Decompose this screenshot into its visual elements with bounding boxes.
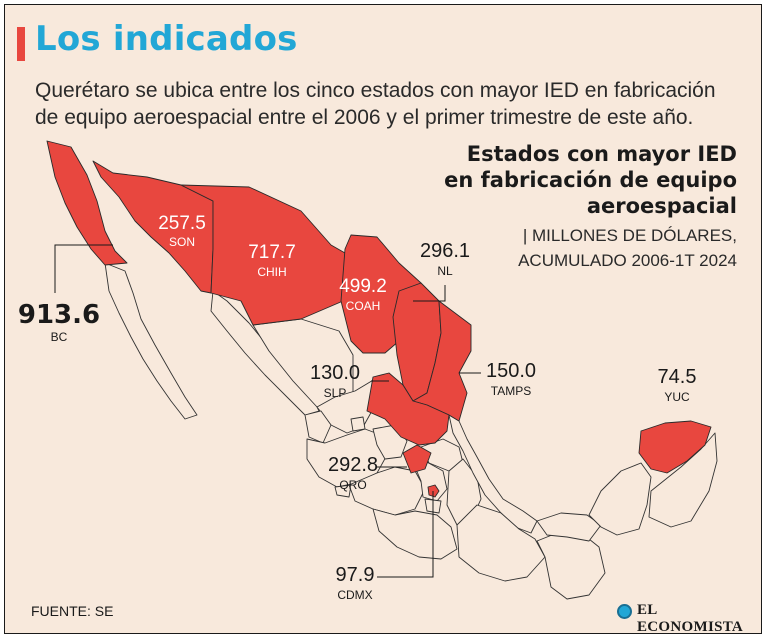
- leader-nl: [413, 285, 446, 302]
- other-states: [104, 262, 718, 600]
- label-cdmx-value: 97.9: [336, 564, 375, 586]
- leader-cdmx: [377, 491, 434, 578]
- label-cdmx-code: CDMX: [337, 588, 372, 602]
- publisher-logo: EL ECONOMISTA: [637, 602, 744, 634]
- state-campeche: [588, 462, 652, 536]
- label-qro-code: QRO: [339, 478, 366, 492]
- state-michoacan: [348, 466, 426, 516]
- state-aguascalientes: [350, 416, 366, 432]
- state-bcs: [104, 262, 198, 420]
- source-note: FUENTE: SE: [31, 603, 114, 619]
- state-colima: [334, 484, 352, 498]
- label-nl-code: NL: [437, 264, 453, 278]
- state-qro: [402, 444, 432, 474]
- state-chih: [180, 184, 346, 326]
- state-veracruz: [448, 414, 538, 534]
- label-tamps-value: 150.0: [486, 360, 536, 382]
- label-yuc-value: 74.5: [658, 366, 697, 388]
- leader-bc: [54, 244, 113, 293]
- label-son-value: 257.5: [158, 213, 206, 234]
- label-nl-value: 296.1: [420, 240, 470, 262]
- label-qro-value: 292.8: [328, 454, 378, 476]
- chart-title: Estados con mayor IED en fabricación de …: [444, 142, 737, 218]
- state-yuc: [638, 420, 712, 474]
- state-guerrero: [372, 508, 458, 560]
- label-chih-value: 717.7: [248, 242, 296, 263]
- label-coah-value: 499.2: [339, 276, 387, 297]
- label-yuc-code: YUC: [664, 390, 690, 404]
- state-quintana-roo: [648, 432, 718, 528]
- state-jalisco: [306, 428, 388, 488]
- label-chih-code: CHIH: [257, 265, 286, 279]
- units-line-1: | MILLONES DE DÓLARES,: [522, 226, 737, 245]
- highlighted-states: [46, 140, 712, 498]
- label-bc-code: BC: [51, 330, 68, 344]
- label-son-code: SON: [169, 235, 195, 249]
- label-slp-value: 130.0: [310, 362, 360, 384]
- mexico-map: 257.5 SON 717.7 CHIH 499.2 COAH 913.6 BC…: [18, 140, 718, 602]
- page-title: Los indicados: [35, 19, 298, 59]
- units-note: | MILLONES DE DÓLARES, ACUMULADO 2006-1T…: [437, 223, 737, 273]
- subtitle: Querétaro se ubica entre los cinco estad…: [35, 79, 716, 129]
- state-chiapas: [536, 530, 606, 600]
- state-tabasco: [536, 512, 602, 542]
- infographic-frame: Los indicados Querétaro se ubica entre l…: [4, 4, 762, 634]
- leader-lines: [54, 244, 481, 578]
- logo-icon: [617, 604, 632, 619]
- state-nayarit: [304, 410, 332, 444]
- state-oaxaca: [456, 504, 546, 582]
- label-bc-value: 913.6: [18, 300, 100, 330]
- label-slp-code: SLP: [324, 386, 347, 400]
- label-tamps-code: TAMPS: [491, 384, 531, 398]
- units-line-2: ACUMULADO 2006-1T 2024: [518, 251, 737, 270]
- state-bc: [46, 140, 128, 266]
- label-coah-code: COAH: [346, 299, 381, 313]
- state-slp: [366, 372, 450, 446]
- state-son: [92, 160, 214, 294]
- title-accent-bar: [17, 27, 25, 61]
